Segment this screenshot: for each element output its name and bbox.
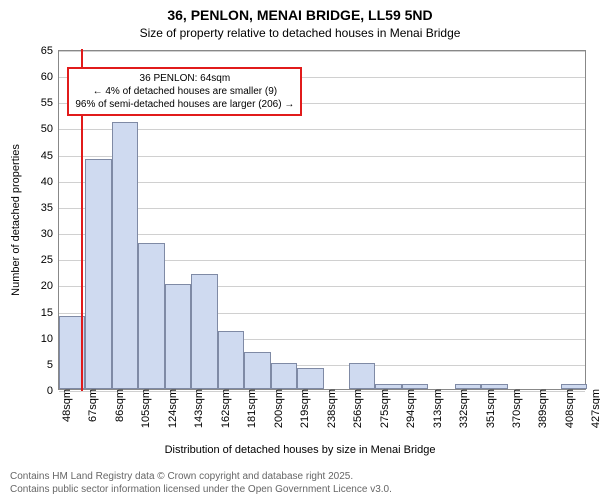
x-tick-label: 67sqm <box>83 389 99 422</box>
x-tick-label: 427sqm <box>586 389 600 428</box>
x-tick-label: 313sqm <box>428 389 444 428</box>
x-tick-label: 351sqm <box>481 389 497 428</box>
histogram-bar <box>138 243 164 389</box>
x-tick-label: 86sqm <box>110 389 126 422</box>
x-tick-label: 181sqm <box>242 389 258 428</box>
y-axis-title: Number of detached properties <box>10 144 22 296</box>
plot-area: 0510152025303540455055606548sqm67sqm86sq… <box>58 50 586 390</box>
histogram-bar <box>349 363 375 389</box>
x-tick-label: 162sqm <box>216 389 232 428</box>
x-tick-label: 48sqm <box>57 389 73 422</box>
histogram-bar <box>455 384 481 389</box>
x-tick-label: 219sqm <box>295 389 311 428</box>
histogram-bar <box>165 284 191 389</box>
annotation-line: 36 PENLON: 64sqm <box>75 72 294 85</box>
x-tick-label: 294sqm <box>401 389 417 428</box>
x-tick-label: 408sqm <box>560 389 576 428</box>
x-tick-label: 124sqm <box>163 389 179 428</box>
y-tick-label: 25 <box>41 254 59 266</box>
histogram-bar <box>218 331 244 389</box>
histogram-bar <box>85 159 111 389</box>
footer-line-1: Contains HM Land Registry data © Crown c… <box>10 471 600 484</box>
annotation-line: ← 4% of detached houses are smaller (9) <box>75 85 294 98</box>
y-tick-label: 30 <box>41 228 59 240</box>
y-tick-label: 55 <box>41 97 59 109</box>
x-tick-label: 238sqm <box>322 389 338 428</box>
footer-line-2: Contains public sector information licen… <box>10 484 600 497</box>
y-tick-label: 60 <box>41 71 59 83</box>
histogram-bar <box>481 384 507 389</box>
y-tick-label: 5 <box>47 359 59 371</box>
chart-title: 36, PENLON, MENAI BRIDGE, LL59 5ND <box>0 6 600 24</box>
histogram-bar <box>191 274 217 389</box>
histogram-bar <box>244 352 270 389</box>
annotation-box: 36 PENLON: 64sqm← 4% of detached houses … <box>67 67 302 116</box>
x-tick-label: 332sqm <box>454 389 470 428</box>
x-tick-label: 275sqm <box>375 389 391 428</box>
histogram-bar <box>561 384 587 389</box>
x-tick-label: 370sqm <box>507 389 523 428</box>
y-tick-label: 40 <box>41 176 59 188</box>
y-tick-label: 50 <box>41 123 59 135</box>
x-tick-label: 389sqm <box>533 389 549 428</box>
y-tick-label: 20 <box>41 280 59 292</box>
x-tick-label: 143sqm <box>189 389 205 428</box>
histogram-bar <box>402 384 428 389</box>
footer: Contains HM Land Registry data © Crown c… <box>0 471 600 496</box>
chart-subtitle: Size of property relative to detached ho… <box>0 26 600 42</box>
x-tick-label: 105sqm <box>136 389 152 428</box>
chart-container: 36, PENLON, MENAI BRIDGE, LL59 5ND Size … <box>0 0 600 500</box>
y-tick-label: 45 <box>41 150 59 162</box>
y-tick-label: 35 <box>41 202 59 214</box>
x-tick-label: 256sqm <box>348 389 364 428</box>
y-tick-label: 15 <box>41 307 59 319</box>
y-tick-label: 65 <box>41 45 59 57</box>
histogram-bar <box>112 122 138 389</box>
gridline <box>59 51 585 52</box>
histogram-bar <box>271 363 297 389</box>
y-tick-label: 10 <box>41 333 59 345</box>
histogram-bar <box>375 384 401 389</box>
x-axis-title: Distribution of detached houses by size … <box>165 444 436 456</box>
x-tick-label: 200sqm <box>269 389 285 428</box>
histogram-bar <box>297 368 323 389</box>
annotation-line: 96% of semi-detached houses are larger (… <box>75 98 294 111</box>
